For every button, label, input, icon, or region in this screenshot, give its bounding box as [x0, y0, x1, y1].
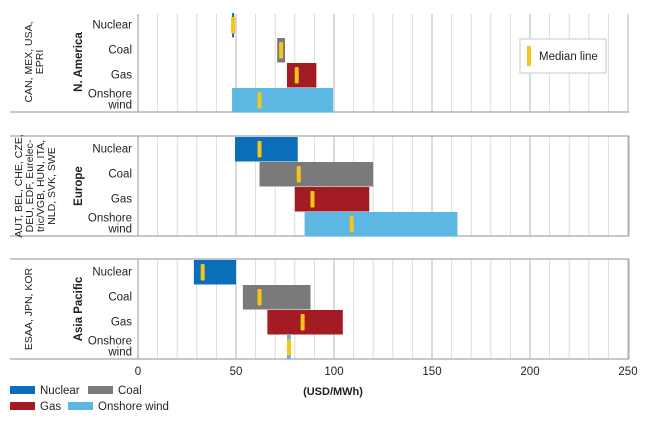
- x-tick-label: 100: [324, 366, 343, 378]
- median-marker: [296, 166, 301, 183]
- row-label: Gas: [111, 70, 132, 82]
- legend-swatch-coal: [88, 386, 113, 394]
- row-label: Onshore: [88, 89, 132, 101]
- median-legend-box: [519, 38, 607, 74]
- range-bar-gas: [286, 63, 317, 88]
- source-label: CAN, MEX, USA,: [23, 21, 35, 102]
- median-marker: [257, 289, 262, 306]
- median-marker: [257, 92, 262, 109]
- bars: [193, 13, 458, 360]
- range-bar-onshore-wind: [304, 212, 458, 237]
- row-label: Onshore: [88, 336, 132, 348]
- row-label: Onshore: [88, 213, 132, 225]
- row-label: wind: [107, 224, 132, 236]
- legend-label: Coal: [118, 385, 142, 397]
- median-marker: [349, 216, 354, 233]
- source-label: NLD, SVK, SWE: [46, 147, 58, 225]
- median-marker: [300, 314, 305, 331]
- legend-swatch-onshore-wind: [68, 402, 93, 410]
- median-marker: [310, 191, 315, 208]
- range-bar-onshore-wind: [232, 88, 334, 113]
- median-marker: [200, 264, 205, 281]
- region-label: Asia Pacific: [73, 276, 85, 341]
- median-legend: Median line: [519, 38, 607, 74]
- source-label: AUT, BEL, CHE, CZE,: [13, 134, 25, 237]
- median-marker: [286, 339, 291, 356]
- source-label: EPRI: [34, 50, 46, 75]
- row-label: wind: [107, 100, 132, 112]
- median-legend-label: Median line: [539, 51, 598, 63]
- row-label: wind: [107, 347, 132, 359]
- range-bar-gas: [294, 187, 370, 212]
- median-marker: [279, 42, 284, 59]
- median-marker: [294, 67, 299, 84]
- x-tick-label: 200: [520, 366, 539, 378]
- legend-label: Onshore wind: [98, 401, 169, 413]
- median-legend-swatch: [527, 46, 531, 66]
- legend: Nuclear Coal Gas Onshore wind: [10, 385, 169, 413]
- legend-swatch-gas: [10, 402, 35, 410]
- x-tick-label: 250: [618, 366, 637, 378]
- region-label: Europe: [73, 166, 85, 206]
- row-label: Nuclear: [92, 267, 132, 279]
- range-bar-nuclear: [193, 260, 236, 285]
- legend-swatch-nuclear: [10, 386, 35, 394]
- median-marker: [257, 141, 262, 158]
- x-tick-label: 0: [135, 366, 141, 378]
- range-bar-nuclear: [235, 137, 298, 162]
- legend-label: Nuclear: [40, 385, 80, 397]
- row-label: Coal: [108, 45, 132, 57]
- source-label: ESAA, JPN, KOR: [23, 267, 35, 350]
- x-axis-title: (USD/MWh): [303, 386, 363, 398]
- row-label: Coal: [108, 169, 132, 181]
- median-marker: [231, 17, 236, 34]
- row-label: Nuclear: [92, 144, 132, 156]
- x-axis: 0 50 100 150 200 250 (USD/MWh): [135, 366, 638, 398]
- row-label: Coal: [108, 292, 132, 304]
- range-bar-coal: [242, 285, 311, 310]
- row-label: Gas: [111, 317, 132, 329]
- row-label: Nuclear: [92, 20, 132, 32]
- x-tick-label: 150: [422, 366, 441, 378]
- x-tick-label: 50: [230, 366, 243, 378]
- source-label: tric/VGB, HUN, ITA,: [35, 140, 47, 232]
- range-bar-gas: [267, 310, 343, 335]
- range-bar-coal: [259, 162, 374, 187]
- region-label: N. America: [73, 32, 85, 92]
- legend-label: Gas: [40, 401, 61, 413]
- source-label: DEU, EDF, Eurelec-: [24, 139, 36, 232]
- panel-frames: [10, 14, 630, 360]
- row-label: Gas: [111, 194, 132, 206]
